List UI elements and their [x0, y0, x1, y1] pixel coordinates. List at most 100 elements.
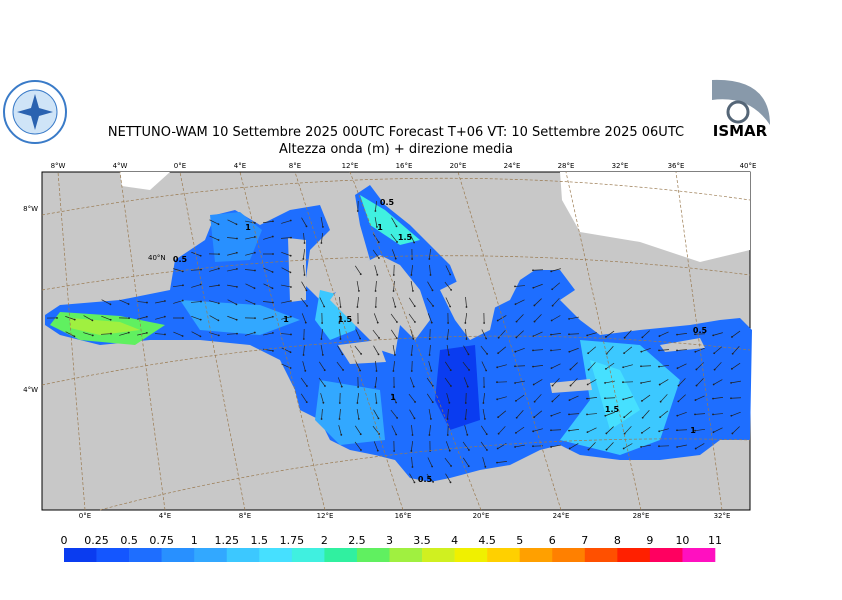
arrow-head	[640, 446, 642, 448]
arrow-head	[660, 401, 662, 403]
arrow-head	[92, 335, 94, 337]
arrow-head	[622, 366, 624, 368]
colorbar-label: 4	[451, 534, 458, 547]
arrow-head	[411, 354, 413, 356]
logo-text: ISMAR	[713, 122, 768, 140]
arrow-head	[393, 274, 395, 276]
arrow-head	[358, 418, 360, 420]
arrow-head	[272, 236, 274, 238]
arrow-head	[486, 433, 488, 435]
arrow-head	[449, 306, 451, 308]
arrow-head	[516, 321, 518, 323]
arrow-head	[254, 287, 256, 289]
arrow-head	[359, 338, 361, 340]
arrow-head	[430, 418, 432, 420]
arrow-head	[360, 353, 362, 355]
arrow-head	[218, 223, 220, 225]
lon-label: 32°E	[612, 162, 629, 170]
colorbar-swatch	[292, 548, 325, 562]
arrow-head	[622, 381, 624, 383]
arrow-head	[410, 450, 412, 452]
lon-label: 8°E	[239, 512, 251, 520]
arrow-head	[447, 322, 449, 324]
arrow-head	[532, 349, 534, 351]
arrow-head	[414, 401, 416, 403]
arrow-head	[272, 220, 274, 222]
colorbar-swatch	[487, 548, 520, 562]
colorbar-label: 1.5	[251, 534, 269, 547]
arrow-head	[641, 432, 643, 434]
arrow-head	[128, 303, 130, 305]
arrow-head	[588, 369, 590, 371]
arrow-head	[569, 448, 571, 450]
arrow-head	[322, 354, 324, 356]
arrow-head	[550, 334, 552, 336]
lat-label: 8°W	[23, 205, 38, 213]
arrow-head	[236, 252, 238, 254]
arrow-head	[658, 430, 660, 432]
arrow-head	[254, 222, 256, 224]
arrow-head	[272, 316, 274, 318]
arrow-head	[532, 430, 534, 432]
arrow-head	[514, 382, 516, 384]
arrow-head	[551, 320, 553, 322]
colorbar-label: 9	[646, 534, 653, 547]
arrow-head	[568, 413, 570, 415]
arrow-head	[447, 434, 449, 436]
arrow-head	[696, 385, 698, 387]
arrow-head	[110, 303, 112, 305]
arrow-head	[587, 352, 589, 354]
arrow-head	[306, 401, 308, 403]
subtitle: Altezza onda (m) + direzione media	[279, 142, 513, 157]
arrow-head	[342, 353, 344, 355]
arrow-head	[732, 353, 734, 355]
arrow-head	[658, 349, 660, 351]
arrow-head	[468, 449, 470, 451]
arrow-head	[676, 350, 678, 352]
arrow-head	[378, 417, 380, 419]
arrow-head	[290, 334, 292, 336]
arrow-head	[552, 385, 554, 387]
arrow-head	[428, 258, 430, 260]
arrow-head	[218, 284, 220, 286]
arrow-head	[272, 332, 274, 334]
arrow-head	[236, 319, 238, 321]
arrow-head	[497, 448, 499, 450]
colorbar-label: 0	[61, 534, 68, 547]
lon-label: 16°E	[395, 512, 412, 520]
arrow-head	[324, 385, 326, 387]
arrow-head	[604, 397, 606, 399]
arrow-head	[413, 386, 415, 388]
contour-label: 0.5	[380, 198, 395, 207]
arrow-head	[254, 252, 256, 254]
contour-label: 0.5	[173, 255, 188, 264]
arrow-head	[411, 258, 413, 260]
arrow-head	[497, 416, 499, 418]
arrow-head	[306, 305, 308, 307]
arrow-head	[515, 303, 517, 305]
lon-label: 0°E	[79, 512, 91, 520]
arrow-head	[146, 302, 148, 304]
contour-label: 1.5	[398, 233, 413, 242]
arrow-head	[272, 350, 274, 352]
arrow-head	[533, 416, 535, 418]
arrow-head	[514, 286, 516, 288]
arrow-head	[515, 400, 517, 402]
arrow-head	[378, 257, 380, 259]
arrow-head	[449, 450, 451, 452]
arrow-head	[713, 352, 715, 354]
arrow-head	[449, 274, 451, 276]
arrow-head	[321, 418, 323, 420]
arrow-head	[217, 319, 219, 321]
arrow-head	[730, 397, 732, 399]
arrow-head	[412, 434, 414, 436]
arrow-head	[393, 370, 395, 372]
lat-label: 4°W	[23, 386, 38, 394]
arrow-head	[164, 334, 166, 336]
lon-label: 0°E	[174, 162, 186, 170]
contour-label: 1	[390, 393, 396, 402]
arrow-head	[714, 369, 716, 371]
arrow-head	[431, 466, 433, 468]
arrow-head	[393, 450, 395, 452]
arrow-head	[290, 255, 292, 257]
